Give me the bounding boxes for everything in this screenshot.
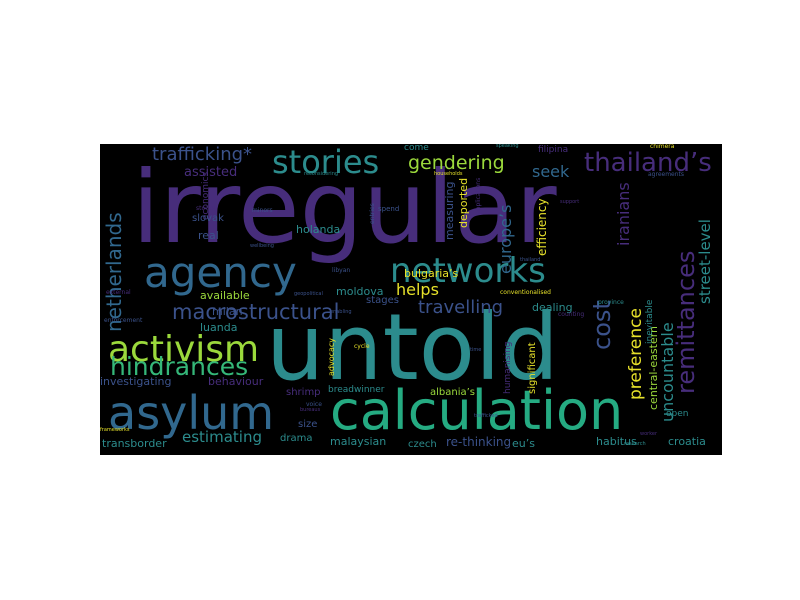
word-agreements: agreements [648,171,685,178]
word-calculation: calculation [330,379,624,442]
word-thailands: thailand’s [584,148,712,178]
word-investigating: investigating [100,375,172,388]
word-europes: europe’s [496,204,515,274]
word-real: real [198,229,219,242]
word-spend: spend [378,205,400,213]
word-breadwinner: breadwinner [328,385,385,395]
word-voice: voice [306,401,322,408]
word-netherlands: netherlands [102,212,126,332]
word-milan: milan [212,305,243,318]
word-assisted: assisted [184,165,238,180]
word-reconsidering: reconsidering [304,171,339,177]
word-uncountable: uncountable [658,322,677,422]
word-filipina: filipina [538,145,569,155]
word-minors: minors [252,207,273,214]
word-enabling: enabling [330,309,352,315]
word-time: time [470,347,482,353]
word-dealing: dealing [532,301,573,314]
word-transborder: transborder [102,437,167,450]
word-thailand: thailand [520,257,541,263]
word-seek: seek [532,162,570,181]
word-cost: cost [588,300,616,350]
word-behaviour: behaviour [208,375,264,388]
word-households: households [434,171,463,177]
word-habitus: habitus [596,435,637,448]
word-come: come [404,144,429,153]
word-helps: helps [396,280,439,299]
word-inevitable: inevitable [645,299,655,344]
word-malaysian: malaysian [330,435,387,448]
word-untold: untold [266,294,559,401]
word-deported: deported [457,177,470,228]
word-applications: applications [475,177,482,214]
word-holanda: holanda [296,223,341,236]
word-size: size [298,419,318,430]
word-macrostructural: macrostructural [172,300,340,324]
word-counting: counting [558,311,585,318]
word-stories: stories [272,144,380,181]
word-measuring: measuring [443,181,456,240]
word-humanising: humanising [503,341,513,394]
word-albanias: albania’s [430,387,476,398]
word-external: external [106,289,131,296]
word-luanda: luanda [200,321,238,334]
word-research: research [624,441,646,447]
word-conventionalised: conventionalised [500,289,551,296]
word-bureaus: bureaus [300,407,321,413]
word-drama: drama [280,433,313,444]
word-worker: worker [640,431,658,437]
word-trafficked: trafficked [474,413,498,419]
word-slovak: slovak [192,213,224,224]
word-geopolitical: geopolitical [294,291,323,297]
word-activism: activism [108,329,260,370]
word-rethinking: re-thinking [446,435,512,449]
word-stocks: stocks [196,205,216,212]
word-trafficking: trafficking* [152,144,253,165]
word-estimating: estimating [182,428,262,446]
word-stages: stages [366,295,399,306]
word-bulgarias: bulgaria’s [404,267,459,280]
word-entries: entries [369,203,376,224]
word-hindrances: hindrances [110,352,249,381]
word-efficiency: efficiency [535,198,549,256]
word-croatia: croatia [668,435,706,448]
word-street-level: street-level [696,219,714,304]
word-iranians: iranians [614,182,633,246]
word-gendering: gendering [408,152,505,174]
word-enforcement: enforcement [104,317,143,324]
word-speaking: speaking [496,144,519,149]
word-available: available [200,289,250,302]
word-czech: czech [408,439,437,450]
word-support: support [560,199,580,205]
word-significant: significant [527,342,538,394]
word-eus: eu’s [512,437,535,450]
word-open: open [666,409,689,419]
word-preference: preference [626,308,646,400]
word-shrimp: shrimp [286,387,321,398]
word-cycle: cycle [354,343,370,350]
word-libyan: libyan [332,267,351,274]
word-frameworks: frameworks [100,427,130,433]
word-cloud: irregular untold calculation agency netw… [100,144,722,455]
word-chimera: chimera [650,144,675,150]
word-province: province [598,299,624,306]
word-irregular: irregular [132,149,557,266]
word-wellbeing: wellbeing [250,243,274,249]
word-agency: agency [144,248,297,297]
word-moldova: moldova [336,285,384,298]
word-travelling: travelling [418,297,504,318]
word-networks: networks [390,251,546,291]
word-remittances: remittances [672,250,700,394]
word-asylum: asylum [108,386,275,440]
word-advocacy: advocacy [327,337,336,376]
